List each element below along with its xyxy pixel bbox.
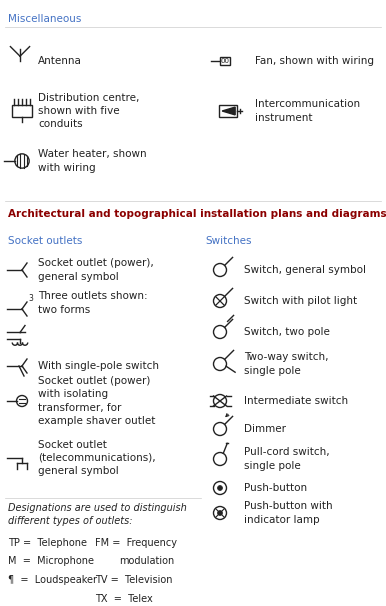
- Text: Intermediate switch: Intermediate switch: [244, 396, 348, 406]
- Text: 00: 00: [220, 58, 230, 64]
- Text: Socket outlets: Socket outlets: [8, 236, 82, 246]
- Text: Push-button: Push-button: [244, 483, 307, 493]
- Text: Socket outlet (power),
general symbol: Socket outlet (power), general symbol: [38, 258, 154, 282]
- Text: Three outlets shown:
two forms: Three outlets shown: two forms: [38, 291, 147, 315]
- Text: Antenna: Antenna: [38, 56, 82, 66]
- Text: TP =  Telephone: TP = Telephone: [8, 538, 87, 548]
- Text: Designations are used to distinguish
different types of outlets:: Designations are used to distinguish dif…: [8, 503, 187, 526]
- Bar: [12, 105, 32, 117]
- Text: Push-button with
indicator lamp: Push-button with indicator lamp: [244, 501, 333, 525]
- Bar: [220, 57, 230, 65]
- Text: TX  =  Telex: TX = Telex: [95, 593, 153, 604]
- Text: TV =  Television: TV = Television: [95, 575, 173, 585]
- Text: Dimmer: Dimmer: [244, 424, 286, 434]
- Text: Switch, general symbol: Switch, general symbol: [244, 265, 366, 275]
- Text: modulation: modulation: [120, 556, 175, 567]
- Text: Fan, shown with wiring: Fan, shown with wiring: [255, 56, 374, 66]
- Text: M  =  Microphone: M = Microphone: [8, 556, 94, 567]
- Text: Socket outlet
(telecommunications),
general symbol: Socket outlet (telecommunications), gene…: [38, 440, 156, 476]
- Text: Socket outlet (power)
with isolating
transformer, for
example shaver outlet: Socket outlet (power) with isolating tra…: [38, 376, 156, 426]
- Text: Distribution centre,
shown with five
conduits: Distribution centre, shown with five con…: [38, 93, 139, 129]
- Text: ¶  =  Loudspeaker: ¶ = Loudspeaker: [8, 575, 97, 585]
- Circle shape: [218, 485, 222, 490]
- Polygon shape: [222, 107, 235, 115]
- Text: Miscellaneous: Miscellaneous: [8, 14, 81, 24]
- Text: Switch with pilot light: Switch with pilot light: [244, 296, 357, 306]
- Text: FM =  Frequency: FM = Frequency: [95, 538, 177, 548]
- Text: Pull-cord switch,
single pole: Pull-cord switch, single pole: [244, 447, 330, 471]
- Text: Switches: Switches: [205, 236, 252, 246]
- Text: Architectural and topographical installation plans and diagrams: Architectural and topographical installa…: [8, 209, 386, 219]
- Bar: [219, 105, 237, 117]
- Text: Water heater, shown
with wiring: Water heater, shown with wiring: [38, 150, 147, 173]
- Text: With single-pole switch: With single-pole switch: [38, 361, 159, 371]
- Circle shape: [218, 510, 222, 516]
- Text: Switch, two pole: Switch, two pole: [244, 327, 330, 337]
- Text: 3: 3: [28, 295, 33, 304]
- Text: Two-way switch,
single pole: Two-way switch, single pole: [244, 353, 328, 376]
- Text: Intercommunication
instrument: Intercommunication instrument: [255, 99, 360, 122]
